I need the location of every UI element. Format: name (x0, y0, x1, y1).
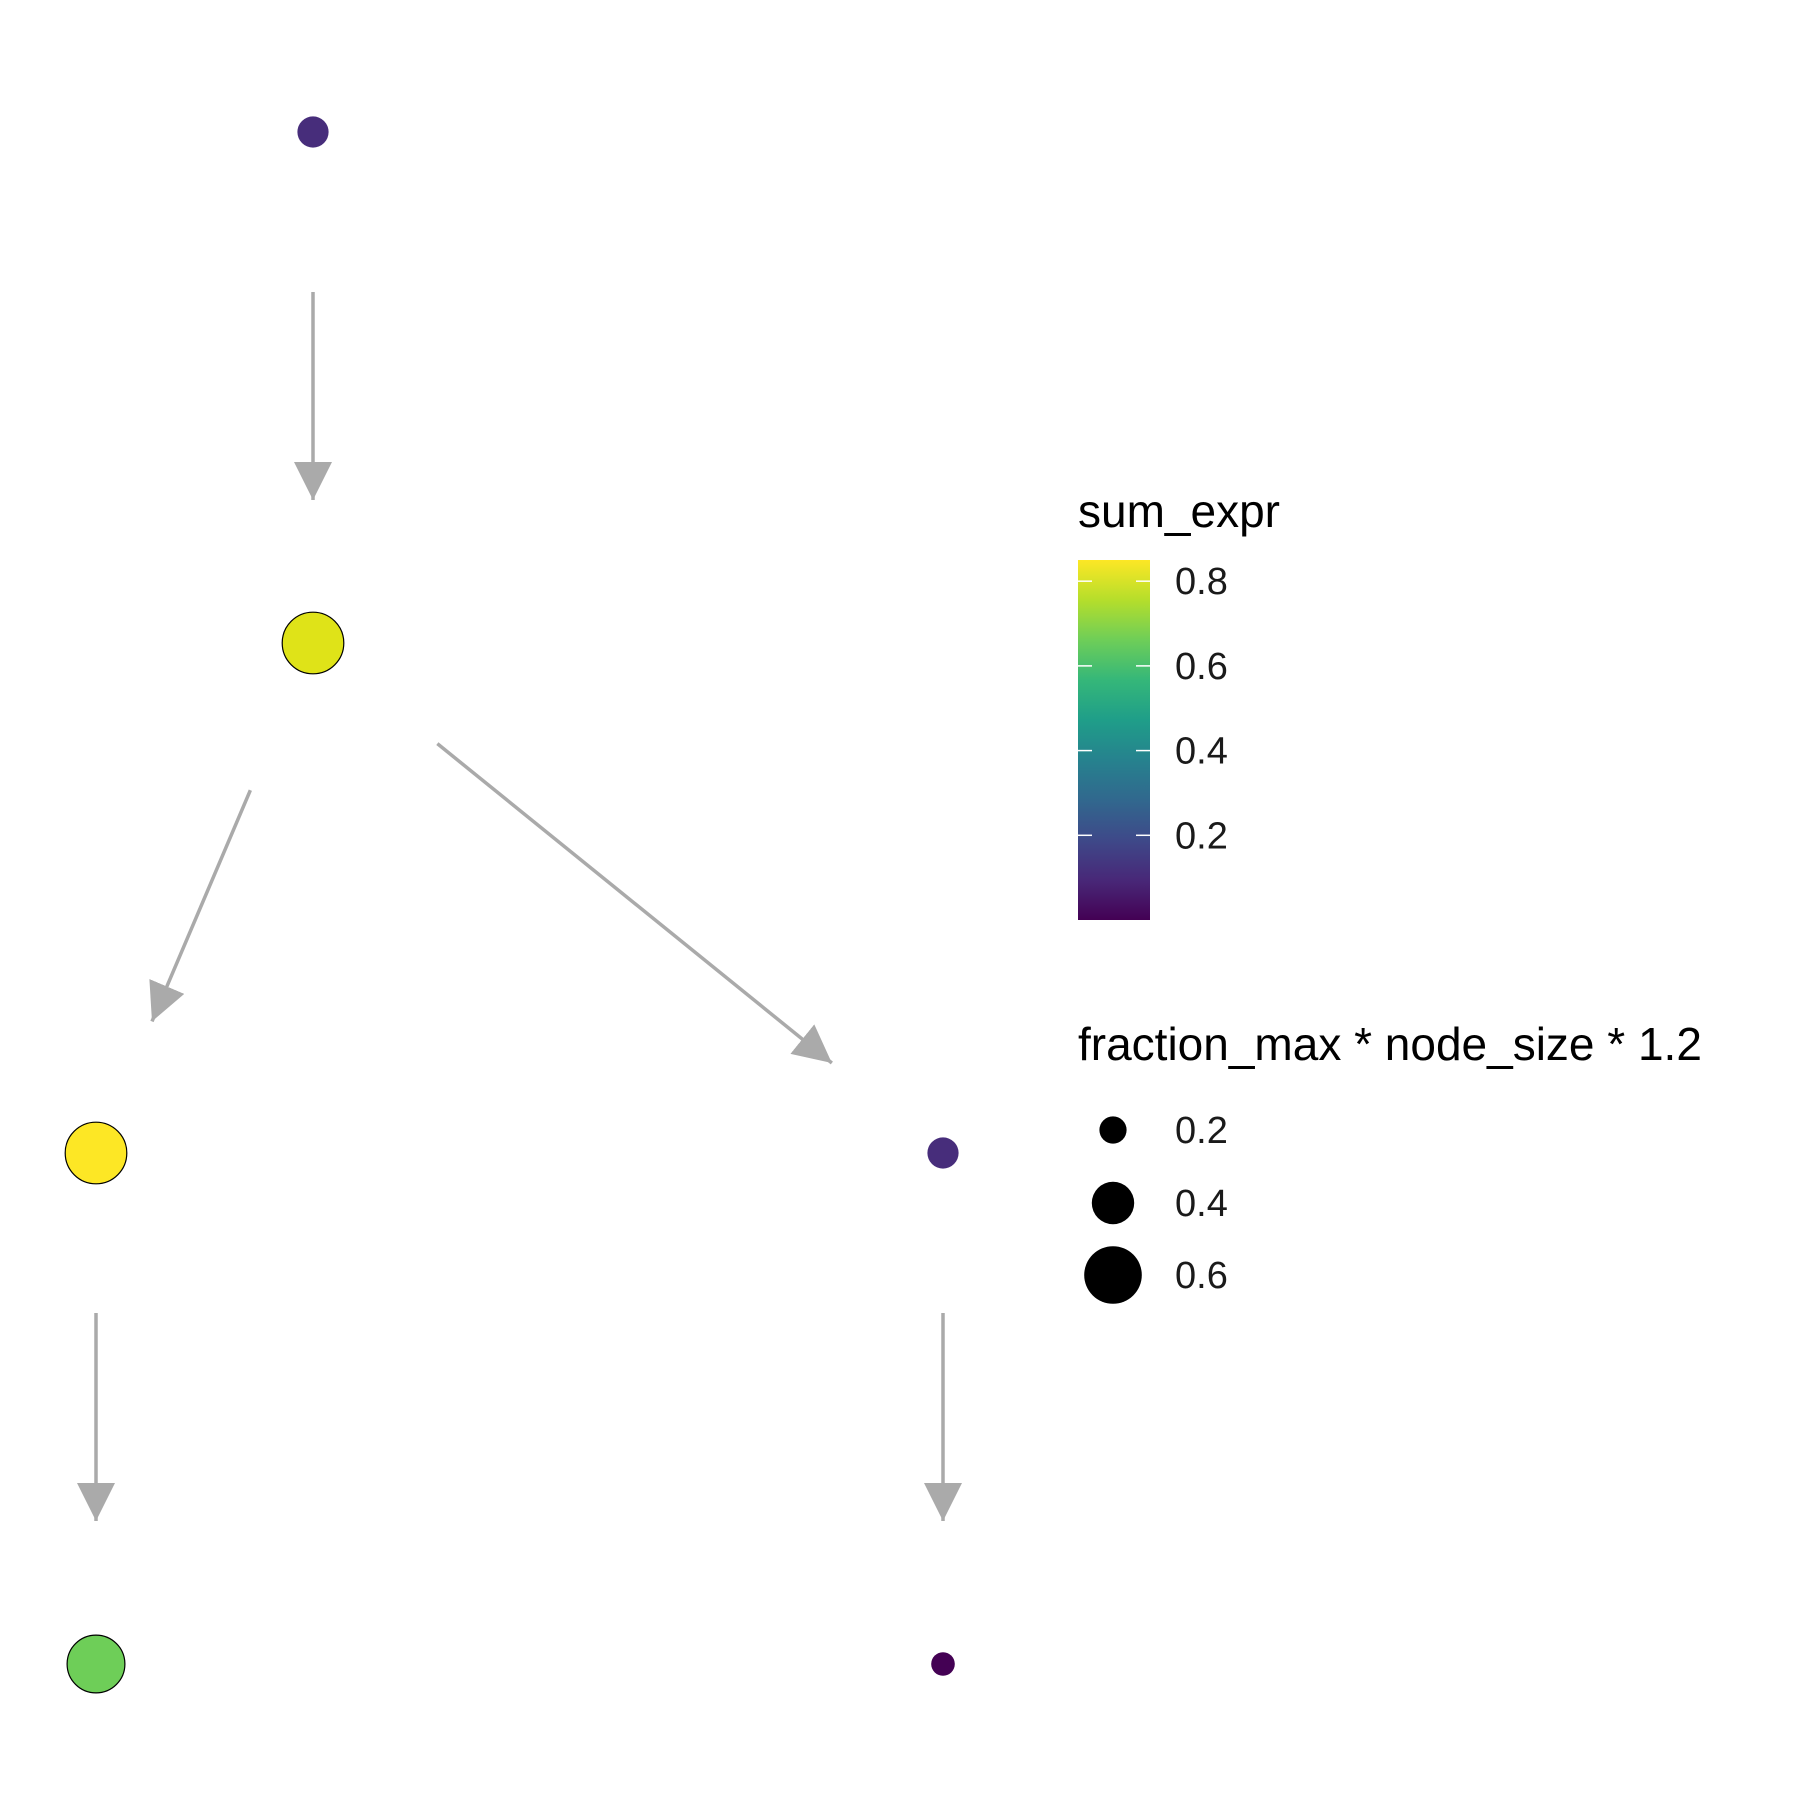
size-legend-title: fraction_max * node_size * 1.2 (1078, 1018, 1702, 1070)
colorbar-tick-label: 0.8 (1175, 561, 1228, 603)
color-legend: sum_expr 0.8 0.6 0.4 0.2 (1078, 485, 1280, 920)
size-legend-label: 0.6 (1175, 1255, 1228, 1297)
edge-arrow-n2-n3 (149, 789, 252, 1023)
node-n2 (281, 611, 345, 675)
colorbar-tick-label: 0.6 (1175, 646, 1228, 688)
colorbar-labels: 0.8 0.6 0.4 0.2 (1175, 561, 1228, 857)
node-n3 (64, 1121, 128, 1185)
node-n1 (297, 116, 329, 148)
size-legend-dot (1091, 1181, 1135, 1225)
size-legend: fraction_max * node_size * 1.2 0.2 0.4 0.6 (1078, 1018, 1702, 1304)
color-legend-title: sum_expr (1078, 485, 1280, 537)
node-n6 (931, 1652, 955, 1676)
edge-arrow-n2-n4 (436, 742, 833, 1065)
size-legend-dot (1084, 1246, 1142, 1304)
size-legend-dot (1099, 1116, 1127, 1144)
colorbar (1078, 560, 1150, 920)
colorbar-tick-label: 0.4 (1175, 731, 1228, 773)
node-n4 (927, 1137, 959, 1169)
colorbar-ticks (1078, 580, 1150, 837)
size-legend-label: 0.4 (1175, 1183, 1228, 1225)
colorbar-tick-label: 0.2 (1175, 815, 1228, 857)
edges-layer (77, 292, 962, 1521)
size-legend-label: 0.2 (1175, 1110, 1228, 1152)
nodes-layer (64, 116, 959, 1694)
size-legend-entries: 0.2 0.4 0.6 (1084, 1110, 1228, 1304)
node-n5 (66, 1634, 126, 1694)
